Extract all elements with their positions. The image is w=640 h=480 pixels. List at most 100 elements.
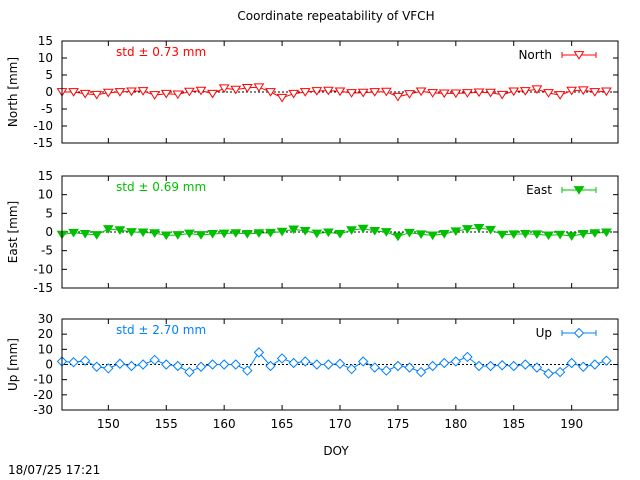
up-data-point [346,363,357,375]
up-data-point [137,359,149,370]
figure-title: Coordinate repeatability of VFCH [237,9,434,23]
up-y-axis-label: Up [mm] [6,338,20,391]
up-data-point [195,361,207,372]
north-data-point [438,89,450,99]
east-legend-label: East [526,183,552,197]
east-y-tick-label: 15 [38,169,53,183]
north-std-label: std ± 0.73 mm [116,45,206,59]
up-data-point [207,359,218,370]
up-data-point [253,347,265,358]
north-y-tick-label: -15 [33,136,53,150]
north-y-tick-label: -10 [33,119,53,133]
east-y-tick-label: -5 [41,244,53,258]
north-data-point [160,89,172,99]
x-axis-label: DOY [323,444,349,458]
east-data-point [404,228,415,238]
north-data-point [323,86,334,96]
north-data-point [427,89,439,98]
up-data-point [369,362,380,373]
up-data-point [531,362,543,373]
up-data-point [427,360,438,372]
east-y-tick-label: 10 [38,188,53,202]
east-data-point [160,231,172,241]
east-data-point [346,226,357,235]
east-data-point [496,230,508,240]
east-data-point [184,229,195,239]
east-y-tick-label: -15 [33,281,53,295]
north-legend-marker [573,51,585,60]
up-data-point [242,365,253,376]
east-data-point [299,227,311,236]
up-data-point [415,366,427,378]
up-y-tick-label: -10 [33,373,53,387]
north-data-point [496,90,508,100]
up-data-point [357,356,369,367]
north-data-point [114,88,126,97]
east-data-point [601,228,612,238]
east-data-point [438,229,450,239]
east-data-point [543,231,554,241]
up-legend-marker [573,327,585,339]
north-data-point [473,88,485,98]
up-y-tick-label: -20 [33,388,53,402]
up-y-tick-label: 20 [38,327,53,341]
north-data-point [288,89,300,99]
north-data-point [531,85,543,95]
east-std-label: std ± 0.69 mm [116,180,206,194]
north-data-point [462,89,473,98]
north-data-point [566,86,578,96]
north-data-point [601,87,612,97]
up-data-point [68,357,79,368]
up-data-point [300,356,311,367]
east-data-point [253,229,265,238]
north-data-point [184,87,195,97]
east-y-tick-label: 5 [45,206,53,220]
east-data-point [473,224,485,233]
east-data-point [207,229,218,239]
up-data-point [462,351,473,363]
east-data-point [485,225,496,235]
north-data-point [554,91,566,100]
up-data-point [149,354,160,366]
north-data-point [543,89,554,98]
up-data-point [485,360,496,372]
east-data-point [554,230,566,240]
east-data-point [357,224,369,234]
up-data-point [311,359,323,370]
north-data-point [334,87,346,97]
east-data-point [91,231,103,240]
panels: -15 -10 -5 0 5 10 15 North [mm] std ± 0.73 mm Nor… [6,34,619,431]
north-data-point [253,83,265,93]
north-data-point [450,89,462,99]
east-legend-marker [573,186,585,195]
north-data-point [369,88,381,97]
north-data-point [392,92,404,102]
up-data-point [496,360,508,371]
north-y-axis-label: North [mm] [6,57,20,127]
up-data-point [589,359,601,370]
up-x-tick-label: 190 [560,417,583,431]
up-data-point [381,365,392,376]
up-data-point [554,366,566,378]
north-data-point [207,89,218,99]
up-x-tick-label: 175 [386,417,409,431]
east-data-point [589,229,601,238]
east-data-point [462,225,473,234]
up-data-point [439,357,450,369]
up-data-point [404,362,415,373]
north-data-point [68,88,79,97]
up-data-point [161,359,172,370]
up-x-tick-label: 160 [213,417,236,431]
up-data-point [334,358,346,369]
north-data-point [241,84,253,93]
north-data-point [265,88,276,97]
east-data-point [392,232,404,242]
east-data-point [79,229,91,239]
north-data-point [137,87,149,96]
north-data-point [357,88,369,98]
east-data-point [218,229,230,239]
north-legend-label: North [518,48,552,62]
north-y-tick-label: 10 [38,51,53,65]
east-data-point [334,229,346,239]
up-legend-label: Up [536,326,552,340]
